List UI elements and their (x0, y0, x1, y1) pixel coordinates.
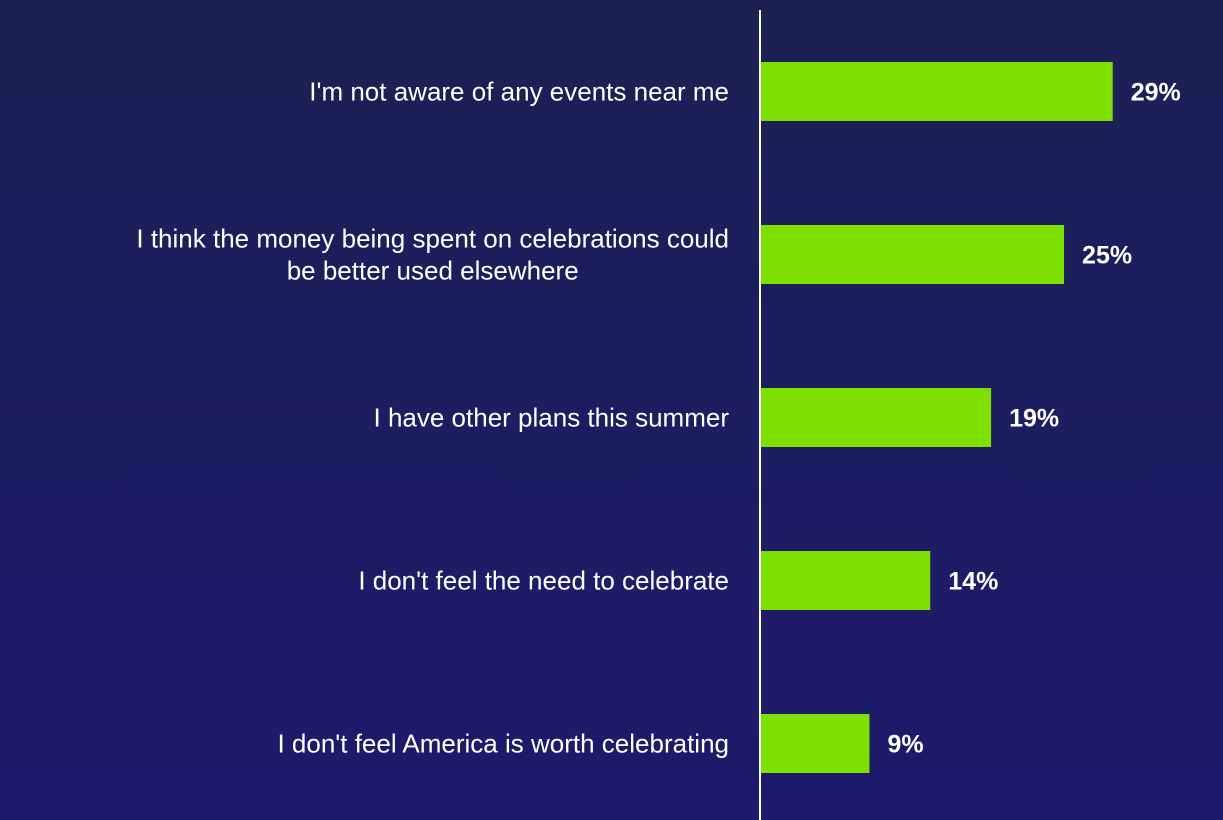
category-label-1: I'm not aware of any events near me (309, 77, 729, 107)
category-label-1-line-1: I'm not aware of any events near me (309, 77, 729, 107)
category-label-2-line-2: be better used elsewhere (287, 256, 579, 286)
category-label-5: I don't feel America is worth celebratin… (277, 729, 729, 759)
bar-3 (760, 388, 992, 447)
bar-2 (760, 225, 1065, 284)
value-label-4: 14% (948, 568, 998, 596)
value-label-2: 25% (1082, 242, 1132, 270)
category-label-3: I have other plans this summer (374, 403, 730, 433)
category-label-4-line-1: I don't feel the need to celebrate (358, 566, 729, 596)
category-label-4: I don't feel the need to celebrate (358, 566, 729, 596)
category-label-2: I think the money being spent on celebra… (136, 224, 729, 286)
bar-1 (760, 62, 1113, 121)
category-label-2-line-1: I think the money being spent on celebra… (136, 224, 729, 254)
category-label-3-line-1: I have other plans this summer (374, 403, 730, 433)
bar-5 (760, 714, 870, 773)
value-label-3: 19% (1009, 405, 1059, 433)
category-label-5-line-1: I don't feel America is worth celebratin… (277, 729, 729, 759)
value-label-5: 9% (887, 731, 923, 759)
value-label-1: 29% (1131, 79, 1181, 107)
bar-4 (760, 551, 931, 610)
